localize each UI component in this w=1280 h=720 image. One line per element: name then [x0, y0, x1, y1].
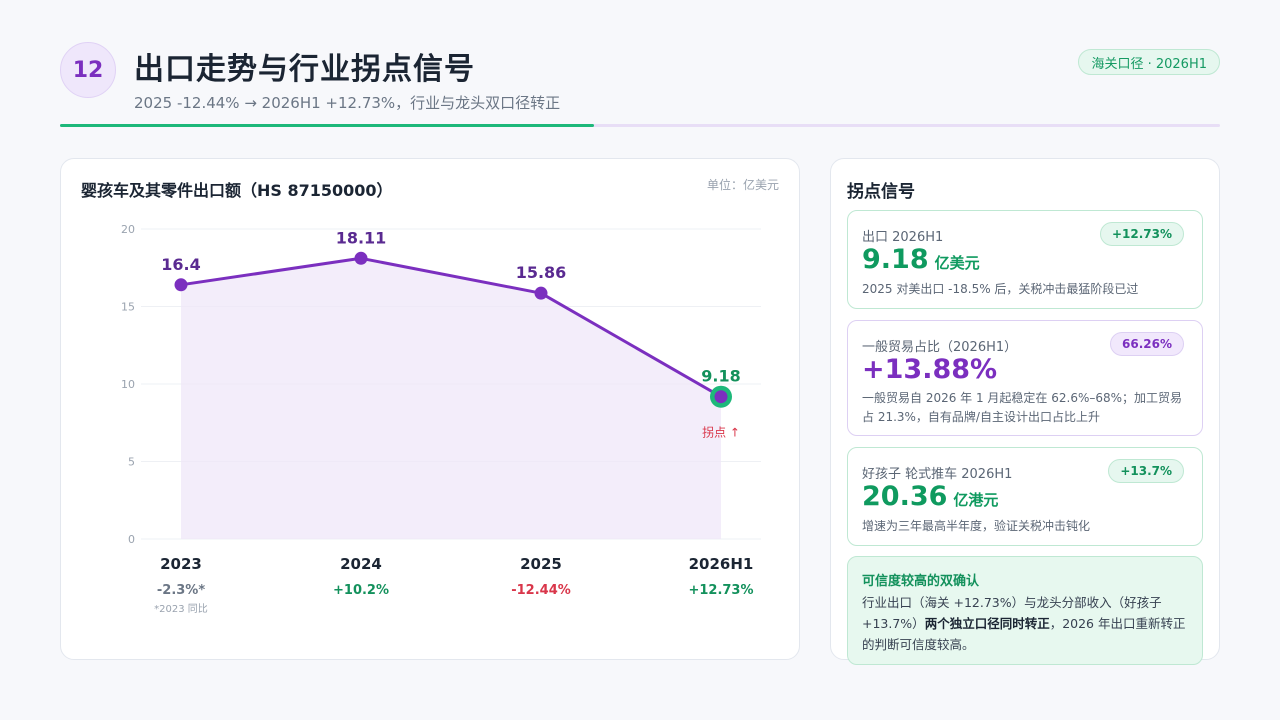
confirm-text-a: 行业出口（海关 +12.73%）与龙头分部收入（好孩子 +13.7%）	[862, 595, 1162, 631]
signal-value-number: 9.18	[862, 244, 929, 275]
y-tick-label: 10	[121, 378, 135, 391]
signal-pill: +13.7%	[1108, 459, 1184, 483]
signal-desc: 增速为三年最高半年度，验证关税冲击钝化	[862, 519, 1091, 533]
signal-card-export: 出口 2026H1 +12.73% 9.18 亿美元 2025 对美出口 -18.…	[847, 210, 1203, 309]
y-tick-label: 5	[128, 456, 135, 469]
data-point	[354, 251, 368, 265]
chart-card: 0 5 10 15 20 16.4 2023 -2.3%* 18.11 2024 +10.2% 15.…	[60, 158, 800, 660]
data-point	[534, 286, 548, 300]
confirm-text-bold: 两个独立口径同时转正	[924, 616, 1050, 631]
page-title: 出口走势与行业拐点信号	[134, 52, 475, 87]
confirm-box: 可信度较高的双确认 行业出口（海关 +12.73%）与龙头分部收入（好孩子 +1…	[847, 556, 1203, 665]
signal-value-number: 20.36	[862, 481, 948, 512]
series-line	[180, 256, 722, 399]
signal-value: 20.36 亿港元	[862, 481, 998, 512]
growth-label: +10.2%	[333, 583, 389, 598]
y-tick-label: 0	[128, 533, 135, 546]
signal-value: +13.88%	[862, 354, 997, 385]
line-chart: 0 5 10 15 20 16.4 2023 -2.3%* 18.11 2024 +10.2% 15.…	[121, 223, 761, 615]
growth-footnote: *2023 同比	[154, 603, 208, 615]
page-subtitle: 2025 -12.44% → 2026H1 +12.73%，行业与龙头双口径转正	[134, 94, 561, 112]
signal-label: 一般贸易占比（2026H1）	[862, 340, 1018, 355]
y-tick-label: 20	[121, 223, 135, 236]
x-tick-label: 2024	[340, 555, 382, 573]
slide-number: 12	[60, 42, 116, 98]
signal-pill: +12.73%	[1099, 222, 1184, 246]
area-fill	[181, 258, 721, 539]
source-tag: 海关口径 · 2026H1	[1078, 49, 1220, 75]
signal-desc: 2025 对美出口 -18.5% 后，关税冲击最猛阶段已过	[862, 282, 1139, 296]
chart-unit: 单位：亿美元	[706, 178, 779, 192]
growth-label: -2.3%*	[157, 583, 205, 598]
inflection-annotation: 拐点 ↑	[702, 425, 740, 440]
signal-value-number: +13.88%	[862, 354, 998, 385]
data-label: 16.4	[161, 255, 200, 274]
confirm-text-b: ，2026 年出口重新转正的判断可信度较高。	[862, 616, 1186, 652]
signal-value-unit: 亿港元	[953, 491, 999, 509]
signal-label: 出口 2026H1	[862, 230, 944, 245]
growth-label: +12.73%	[688, 583, 753, 598]
signal-desc: 一般贸易自 2026 年 1 月起稳定在 62.6%–68%；加工贸易占 21.…	[862, 391, 1183, 424]
confirm-title: 可信度较高的双确认	[862, 574, 980, 589]
confirm-text: 行业出口（海关 +12.73%）与龙头分部收入（好孩子 +13.7%）两个独立口…	[862, 592, 1188, 655]
progress-rule-fill	[60, 124, 594, 127]
data-point	[174, 278, 188, 292]
signal-card-goodbaby: 好孩子 轮式推车 2026H1 +13.7% 20.36 亿港元 增速为三年最高半…	[847, 447, 1203, 546]
chart-title: 婴孩车及其零件出口额（HS 87150000）	[81, 181, 393, 200]
progress-rule	[60, 124, 1220, 127]
x-tick-label: 2025	[520, 555, 562, 573]
signal-card-trade-share: 一般贸易占比（2026H1） 66.26% +13.88% 一般贸易自 2026…	[847, 320, 1203, 436]
x-tick-label: 2023	[160, 555, 202, 573]
data-label: 15.86	[516, 263, 567, 282]
data-label: 9.18	[701, 367, 740, 386]
panel-title: 拐点信号	[847, 182, 915, 202]
signal-label: 好孩子 轮式推车 2026H1	[862, 467, 1013, 482]
signal-value: 9.18 亿美元	[862, 244, 980, 275]
data-label: 18.11	[336, 228, 387, 247]
signal-value-unit: 亿美元	[934, 254, 980, 272]
growth-label: -12.44%	[511, 583, 571, 598]
y-tick-label: 15	[121, 301, 135, 314]
data-point	[714, 390, 728, 404]
x-tick-label: 2026H1	[689, 555, 754, 573]
signal-panel: 拐点信号 出口 2026H1 +12.73% 9.18 亿美元 2025 对美出口…	[830, 158, 1220, 665]
signal-pill: 66.26%	[1110, 332, 1184, 356]
